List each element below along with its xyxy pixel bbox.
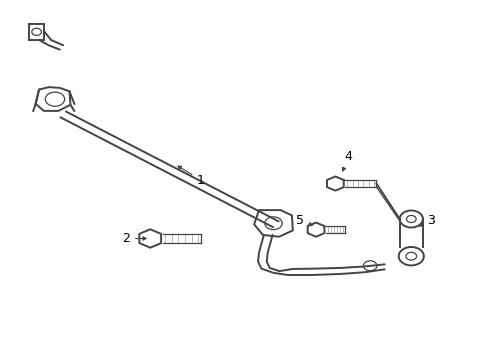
Text: 4: 4 <box>342 150 352 171</box>
Text: 3: 3 <box>419 214 434 227</box>
Text: 5: 5 <box>296 214 312 227</box>
Text: 1: 1 <box>178 166 204 186</box>
Text: 2: 2 <box>122 232 146 245</box>
